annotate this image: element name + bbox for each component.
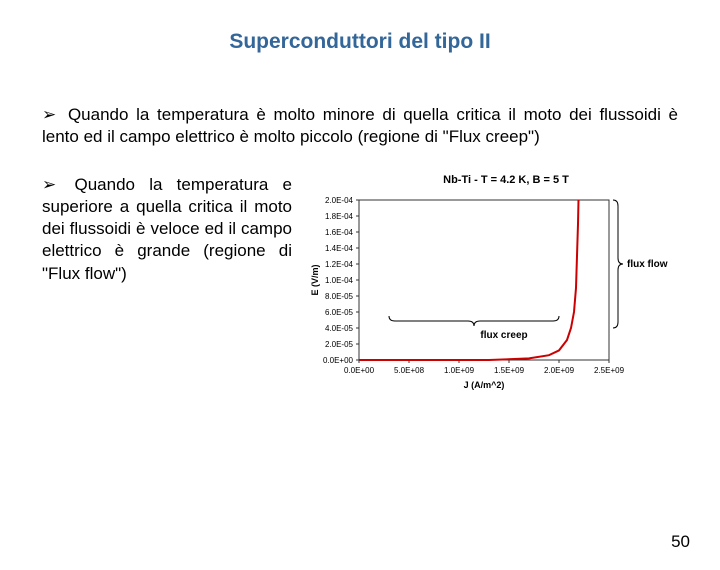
svg-text:1.5E+09: 1.5E+09 (494, 366, 525, 375)
bullet-icon: ➢ (42, 174, 56, 196)
page-number: 50 (671, 532, 690, 552)
bullet-icon: ➢ (42, 104, 56, 126)
svg-text:4.0E-05: 4.0E-05 (325, 324, 354, 333)
svg-text:2.0E-04: 2.0E-04 (325, 196, 354, 205)
svg-text:2.0E+09: 2.0E+09 (544, 366, 575, 375)
chart-container: Nb-Ti - T = 4.2 K, B = 5 T 0.0E+00 2.0E-0… (304, 174, 678, 404)
paragraph-2: ➢ Quando la temperatura e superiore a qu… (42, 174, 292, 404)
paragraph-1: ➢ Quando la temperatura è molto minore d… (42, 104, 678, 148)
svg-text:1.4E-04: 1.4E-04 (325, 244, 354, 253)
svg-text:2.0E-05: 2.0E-05 (325, 340, 354, 349)
svg-text:J (A/m^2): J (A/m^2) (464, 380, 505, 390)
svg-text:E (V/m): E (V/m) (310, 265, 320, 296)
svg-text:1.8E-04: 1.8E-04 (325, 212, 354, 221)
svg-text:6.0E-05: 6.0E-05 (325, 308, 354, 317)
svg-text:1.6E-04: 1.6E-04 (325, 228, 354, 237)
page-title: Superconduttori del tipo II (0, 30, 720, 54)
svg-text:1.0E-04: 1.0E-04 (325, 276, 354, 285)
svg-text:1.0E+09: 1.0E+09 (444, 366, 475, 375)
svg-text:flux creep: flux creep (480, 330, 527, 341)
svg-text:1.2E-04: 1.2E-04 (325, 260, 354, 269)
svg-text:5.0E+08: 5.0E+08 (394, 366, 425, 375)
paragraph-1-text: Quando la temperatura è molto minore di … (42, 105, 678, 146)
svg-text:0.0E+00: 0.0E+00 (344, 366, 375, 375)
svg-text:2.5E+09: 2.5E+09 (594, 366, 625, 375)
chart-title: Nb-Ti - T = 4.2 K, B = 5 T (334, 174, 678, 186)
content-row: ➢ Quando la temperatura e superiore a qu… (42, 174, 678, 404)
svg-text:8.0E-05: 8.0E-05 (325, 292, 354, 301)
paragraph-2-text: Quando la temperatura e superiore a quel… (42, 175, 292, 282)
svg-text:flux flow: flux flow (627, 259, 668, 270)
svg-text:0.0E+00: 0.0E+00 (323, 356, 354, 365)
ev-chart: 0.0E+00 2.0E-05 4.0E-05 6.0E-05 8.0E-05 1.0E-… (304, 190, 674, 390)
